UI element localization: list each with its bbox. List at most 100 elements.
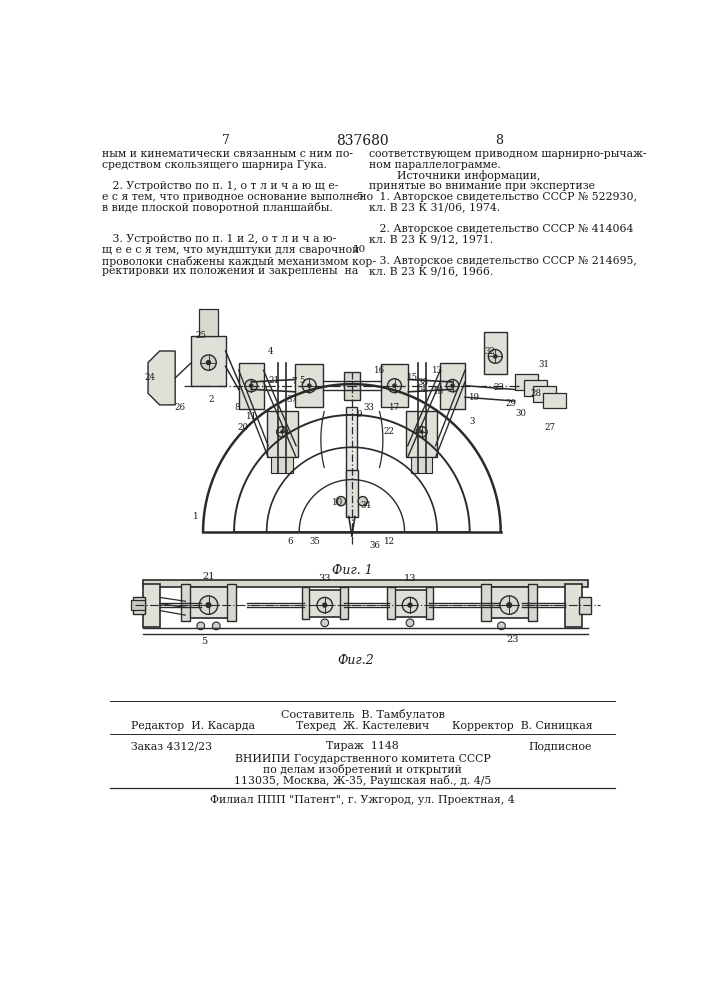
Text: 33: 33 — [363, 403, 374, 412]
Text: 27: 27 — [544, 424, 555, 432]
Text: 21: 21 — [202, 572, 215, 581]
Circle shape — [498, 622, 506, 630]
Text: Составитель  В. Тамбулатов: Составитель В. Тамбулатов — [281, 709, 445, 720]
Text: 34: 34 — [361, 500, 371, 510]
Circle shape — [206, 602, 211, 608]
Text: 8: 8 — [234, 403, 240, 412]
Text: 30: 30 — [515, 409, 526, 418]
Text: 11: 11 — [245, 412, 257, 421]
Text: 20: 20 — [238, 424, 249, 432]
Text: ВНИИПИ Государственного комитета СССР: ВНИИПИ Государственного комитета СССР — [235, 754, 491, 764]
Circle shape — [416, 426, 427, 437]
Text: 29: 29 — [506, 399, 516, 408]
Bar — [143, 584, 160, 627]
Text: 5: 5 — [201, 637, 208, 646]
Text: 24: 24 — [145, 373, 156, 382]
Bar — [239, 363, 264, 409]
Text: Подписное: Подписное — [529, 741, 592, 751]
Circle shape — [358, 497, 368, 506]
Text: проволоки снабжены каждый механизмом кор-: проволоки снабжены каждый механизмом кор… — [103, 256, 376, 267]
Text: е с я тем, что приводное основание выполнено: е с я тем, что приводное основание выпол… — [103, 192, 373, 202]
Circle shape — [249, 383, 253, 388]
Text: по делам изобретений и открытий: по делам изобретений и открытий — [263, 764, 462, 775]
Text: ректировки их положения и закреплены  на: ректировки их положения и закреплены на — [103, 266, 358, 276]
Bar — [301, 587, 309, 619]
Text: 3. Устройство по п. 1 и 2, о т л и ч а ю-: 3. Устройство по п. 1 и 2, о т л и ч а ю… — [103, 234, 337, 244]
Circle shape — [245, 379, 257, 392]
Bar — [131, 600, 145, 610]
Text: 13: 13 — [404, 574, 416, 583]
Bar — [305, 590, 344, 617]
Text: кл. В 23 К 31/06, 1974.: кл. В 23 К 31/06, 1974. — [369, 202, 500, 212]
Text: 26: 26 — [175, 403, 185, 412]
Text: Тираж  1148: Тираж 1148 — [327, 741, 399, 751]
Text: 5: 5 — [299, 376, 304, 385]
Text: Техред  Ж. Кастелевич: Техред Ж. Кастелевич — [296, 721, 429, 731]
Bar — [533, 386, 556, 402]
Text: 15: 15 — [407, 373, 418, 382]
Text: Фиг. 1: Фиг. 1 — [332, 564, 373, 577]
Text: кл. В 23 К 9/12, 1971.: кл. В 23 К 9/12, 1971. — [369, 234, 493, 244]
Circle shape — [197, 622, 204, 630]
Bar — [227, 584, 236, 621]
Text: 25: 25 — [195, 331, 206, 340]
Bar — [134, 597, 145, 614]
Text: 16: 16 — [373, 366, 385, 375]
Text: 38: 38 — [418, 378, 428, 387]
Text: 13: 13 — [432, 366, 443, 375]
Text: Редактор  И. Касарда: Редактор И. Касарда — [131, 721, 255, 731]
Text: 36: 36 — [370, 541, 380, 550]
Circle shape — [446, 379, 459, 392]
Circle shape — [199, 596, 218, 614]
Text: Филиал ППП "Патент", г. Ужгород, ул. Проектная, 4: Филиал ППП "Патент", г. Ужгород, ул. Про… — [211, 795, 515, 805]
Text: 14: 14 — [416, 385, 427, 394]
Circle shape — [322, 602, 327, 608]
Circle shape — [303, 379, 316, 393]
Text: 12: 12 — [383, 537, 395, 546]
Circle shape — [337, 497, 346, 506]
Text: 5: 5 — [356, 192, 363, 201]
Text: 31: 31 — [539, 360, 549, 369]
Text: щ е е с я тем, что мундштуки для сварочной: щ е е с я тем, что мундштуки для сварочн… — [103, 245, 360, 255]
Bar — [344, 372, 360, 400]
Circle shape — [321, 619, 329, 627]
Text: Источники информации,: Источники информации, — [369, 171, 540, 181]
Text: Фиг.2: Фиг.2 — [337, 654, 374, 667]
Text: 113035, Москва, Ж-35, Раушская наб., д. 4/5: 113035, Москва, Ж-35, Раушская наб., д. … — [234, 775, 491, 786]
Bar — [185, 587, 232, 618]
Text: 35: 35 — [309, 537, 320, 546]
Bar — [267, 411, 298, 457]
Bar — [484, 332, 507, 374]
Text: 2: 2 — [208, 395, 214, 404]
Circle shape — [402, 597, 418, 613]
Text: 2. Устройство по п. 1, о т л и ч а ю щ е-: 2. Устройство по п. 1, о т л и ч а ю щ е… — [103, 181, 339, 191]
Text: 19: 19 — [469, 393, 480, 402]
Circle shape — [387, 379, 402, 393]
Text: 1. Авторское свидетельство СССР № 522930,: 1. Авторское свидетельство СССР № 522930… — [369, 192, 637, 202]
Text: принятые во внимание при экспертизе: принятые во внимание при экспертизе — [369, 181, 595, 191]
Text: 837680: 837680 — [337, 134, 389, 148]
Text: 21: 21 — [269, 376, 280, 385]
Text: 3. Авторское свидетельство СССР № 214695,: 3. Авторское свидетельство СССР № 214695… — [369, 256, 637, 266]
Text: 17: 17 — [389, 403, 400, 412]
Circle shape — [206, 360, 211, 365]
Bar — [391, 590, 429, 617]
Text: кл. В 23 К 9/16, 1966.: кл. В 23 К 9/16, 1966. — [369, 266, 493, 276]
Text: в виде плоской поворотной планшайбы.: в виде плоской поворотной планшайбы. — [103, 202, 333, 213]
Bar — [565, 584, 582, 627]
Text: 4: 4 — [268, 347, 273, 356]
Bar — [346, 407, 357, 486]
Text: 9: 9 — [357, 410, 363, 419]
Text: 33: 33 — [318, 574, 331, 583]
Text: соответствующем приводном шарнирно-рычаж-: соответствующем приводном шарнирно-рычаж… — [369, 149, 646, 159]
Text: 7: 7 — [291, 377, 296, 386]
Bar — [387, 587, 395, 619]
Text: 32: 32 — [484, 347, 496, 356]
Text: 7: 7 — [221, 134, 230, 147]
Circle shape — [392, 383, 397, 388]
Bar — [542, 393, 566, 408]
Text: 37: 37 — [286, 395, 297, 404]
Text: 22: 22 — [384, 427, 395, 436]
Text: 28: 28 — [531, 389, 542, 398]
Text: 10: 10 — [332, 498, 344, 507]
